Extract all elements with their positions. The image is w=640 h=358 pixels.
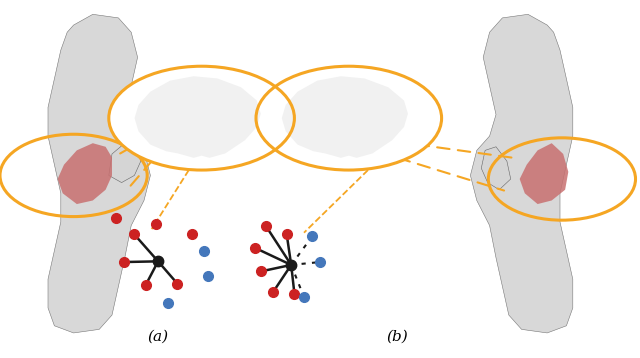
Text: (b): (b): [386, 330, 408, 344]
Polygon shape: [481, 147, 511, 190]
Polygon shape: [48, 14, 150, 333]
Polygon shape: [58, 143, 112, 204]
Circle shape: [109, 66, 294, 170]
Circle shape: [256, 66, 442, 170]
Polygon shape: [520, 143, 568, 204]
Polygon shape: [109, 143, 141, 183]
Polygon shape: [470, 14, 573, 333]
Polygon shape: [282, 76, 408, 158]
Polygon shape: [134, 76, 260, 158]
Text: (a): (a): [147, 330, 169, 344]
